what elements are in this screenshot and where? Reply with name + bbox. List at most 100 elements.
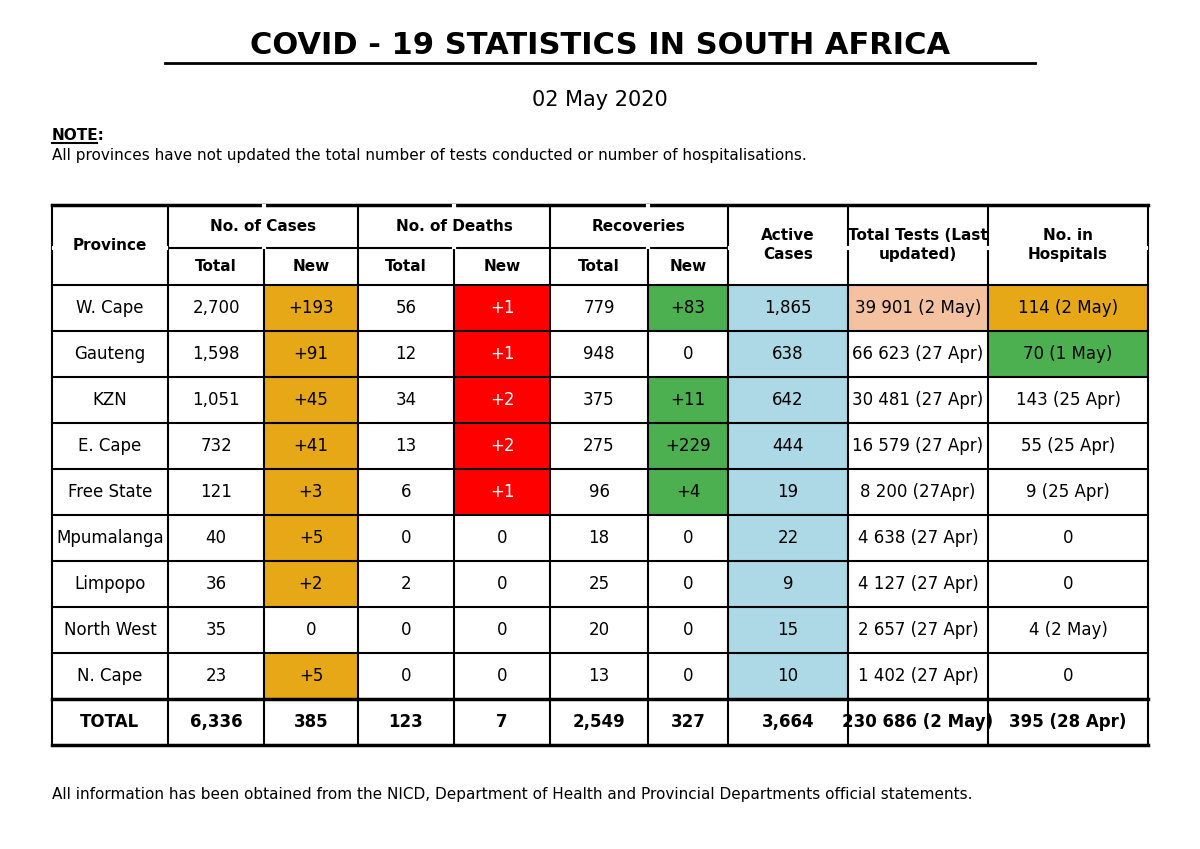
Text: 2 657 (27 Apr): 2 657 (27 Apr) <box>858 621 978 639</box>
Bar <box>728 331 848 377</box>
Text: Province: Province <box>73 238 148 252</box>
Text: 0: 0 <box>683 667 694 685</box>
Text: 0: 0 <box>683 621 694 639</box>
Bar <box>454 285 550 331</box>
Bar <box>728 515 848 561</box>
Bar <box>728 653 848 699</box>
Bar <box>264 561 358 607</box>
Text: All provinces have not updated the total number of tests conducted or number of : All provinces have not updated the total… <box>52 148 806 162</box>
Text: 444: 444 <box>773 437 804 455</box>
Text: 395 (28 Apr): 395 (28 Apr) <box>1009 713 1127 731</box>
Text: All information has been obtained from the NICD, Department of Health and Provin: All information has been obtained from t… <box>52 788 972 802</box>
Text: 3,664: 3,664 <box>762 713 815 731</box>
Text: +11: +11 <box>671 391 706 409</box>
Text: 230 686 (2 May): 230 686 (2 May) <box>842 713 994 731</box>
Text: 22: 22 <box>778 529 799 547</box>
Text: 1 402 (27 Apr): 1 402 (27 Apr) <box>858 667 978 685</box>
Text: 36: 36 <box>205 575 227 593</box>
Bar <box>264 331 358 377</box>
Text: North West: North West <box>64 621 156 639</box>
Text: 18: 18 <box>588 529 610 547</box>
Text: W. Cape: W. Cape <box>77 299 144 317</box>
Bar <box>728 607 848 653</box>
Text: E. Cape: E. Cape <box>78 437 142 455</box>
Text: 779: 779 <box>583 299 614 317</box>
Text: 34: 34 <box>396 391 416 409</box>
Text: 0: 0 <box>497 575 508 593</box>
Bar <box>648 469 728 515</box>
Bar <box>728 377 848 423</box>
Text: 55 (25 Apr): 55 (25 Apr) <box>1021 437 1115 455</box>
Text: TOTAL: TOTAL <box>80 713 139 731</box>
Bar <box>988 285 1148 331</box>
Text: 0: 0 <box>401 529 412 547</box>
Bar <box>728 423 848 469</box>
Bar <box>264 515 358 561</box>
Text: 13: 13 <box>395 437 416 455</box>
Text: +4: +4 <box>676 483 700 501</box>
Text: 385: 385 <box>294 713 329 731</box>
Text: Total Tests (Last
updated): Total Tests (Last updated) <box>848 228 988 262</box>
Bar <box>728 285 848 331</box>
Text: +1: +1 <box>490 299 515 317</box>
Text: 642: 642 <box>772 391 804 409</box>
Text: No. in
Hospitals: No. in Hospitals <box>1028 228 1108 262</box>
Text: 13: 13 <box>588 667 610 685</box>
Text: 0: 0 <box>1063 575 1073 593</box>
Text: 02 May 2020: 02 May 2020 <box>532 90 668 110</box>
Text: 1,865: 1,865 <box>764 299 811 317</box>
Text: 1,051: 1,051 <box>192 391 240 409</box>
Text: Recoveries: Recoveries <box>592 219 686 234</box>
Text: 732: 732 <box>200 437 232 455</box>
Text: 2: 2 <box>401 575 412 593</box>
Bar <box>648 423 728 469</box>
Text: No. of Deaths: No. of Deaths <box>396 219 512 234</box>
Bar <box>264 423 358 469</box>
Text: 40: 40 <box>205 529 227 547</box>
Bar <box>264 377 358 423</box>
Text: 0: 0 <box>683 575 694 593</box>
Text: 0: 0 <box>1063 529 1073 547</box>
Text: 0: 0 <box>306 621 317 639</box>
Bar <box>52 331 1148 377</box>
Bar <box>648 285 728 331</box>
Text: 275: 275 <box>583 437 614 455</box>
Text: 96: 96 <box>588 483 610 501</box>
Bar <box>52 205 1148 285</box>
Text: +45: +45 <box>294 391 329 409</box>
Bar <box>264 653 358 699</box>
Text: New: New <box>484 259 521 274</box>
Text: COVID - 19 STATISTICS IN SOUTH AFRICA: COVID - 19 STATISTICS IN SOUTH AFRICA <box>250 31 950 59</box>
Text: Total: Total <box>578 259 620 274</box>
Bar <box>648 377 728 423</box>
Text: 114 (2 May): 114 (2 May) <box>1018 299 1118 317</box>
Text: No. of Cases: No. of Cases <box>210 219 316 234</box>
Bar <box>52 377 1148 423</box>
Text: 2,700: 2,700 <box>192 299 240 317</box>
Text: 9: 9 <box>782 575 793 593</box>
Text: 1,598: 1,598 <box>192 345 240 363</box>
Text: 6: 6 <box>401 483 412 501</box>
Text: 39 901 (2 May): 39 901 (2 May) <box>854 299 982 317</box>
Text: Mpumalanga: Mpumalanga <box>56 529 164 547</box>
Text: Total: Total <box>385 259 427 274</box>
Text: 0: 0 <box>497 667 508 685</box>
Text: 0: 0 <box>401 667 412 685</box>
Text: Active
Cases: Active Cases <box>761 228 815 262</box>
Bar <box>52 699 1148 745</box>
Text: New: New <box>293 259 330 274</box>
Text: 0: 0 <box>1063 667 1073 685</box>
Text: 9 (25 Apr): 9 (25 Apr) <box>1026 483 1110 501</box>
Text: 25: 25 <box>588 575 610 593</box>
Bar <box>52 515 1148 561</box>
Text: 12: 12 <box>395 345 416 363</box>
Bar <box>454 423 550 469</box>
Bar <box>52 607 1148 653</box>
Text: +229: +229 <box>665 437 710 455</box>
Text: 0: 0 <box>497 621 508 639</box>
Text: +2: +2 <box>490 437 515 455</box>
Text: 121: 121 <box>200 483 232 501</box>
Text: +1: +1 <box>490 483 515 501</box>
Text: 6,336: 6,336 <box>190 713 242 731</box>
Text: +2: +2 <box>490 391 515 409</box>
